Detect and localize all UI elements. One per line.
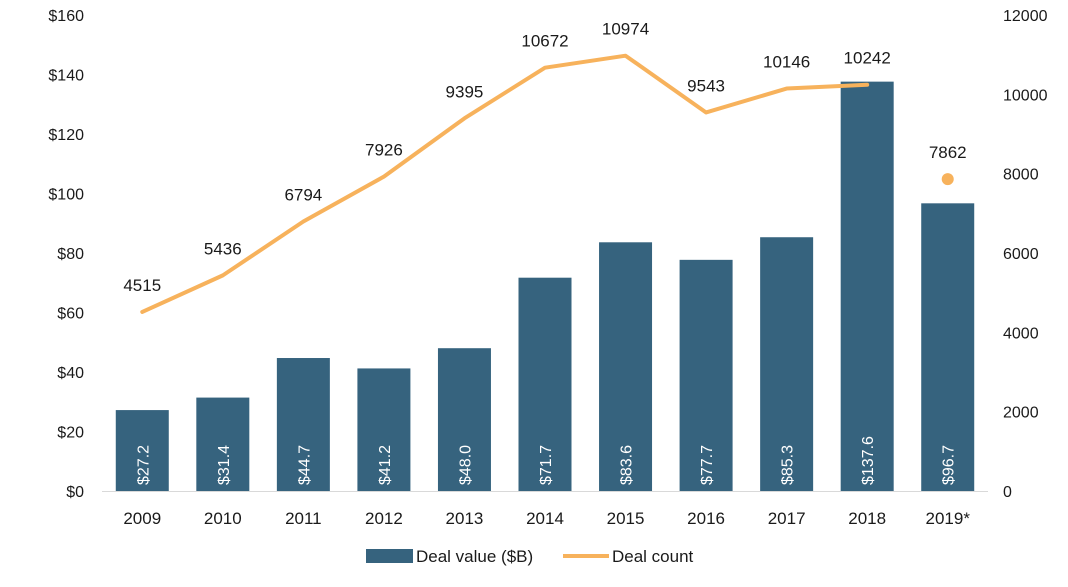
x-axis: 2009 2010 2011 2012 2013 2014 2015 2016 2017 2018… xyxy=(123,509,970,528)
deal-count-data-label: 7862 xyxy=(929,143,967,162)
deal-count-data-label: 9543 xyxy=(687,76,725,95)
x-tick-label: 2013 xyxy=(446,509,484,528)
x-tick-label: 2010 xyxy=(204,509,242,528)
deal-value-bar-label: $85.3 xyxy=(780,445,797,485)
right-y-tick-label: 4000 xyxy=(1003,325,1039,342)
x-tick-label: 2014 xyxy=(526,509,564,528)
deal-value-bar xyxy=(921,203,975,491)
deal-value-bar xyxy=(679,259,733,491)
left-y-tick-label: $100 xyxy=(48,187,84,204)
right-y-tick-label: 12000 xyxy=(1003,8,1048,25)
deal-value-bar-label: $96.7 xyxy=(941,445,958,485)
deal-value-bar xyxy=(760,237,814,491)
deal-value-bar-label: $137.6 xyxy=(860,436,877,485)
right-y-tick-label: 8000 xyxy=(1003,167,1039,184)
right-y-tick-label: 6000 xyxy=(1003,246,1039,263)
legend-label-deal-value: Deal value ($B) xyxy=(416,547,533,566)
left-y-tick-label: $160 xyxy=(48,8,84,25)
deal-count-line xyxy=(140,53,870,314)
deal-value-bar-label: $31.4 xyxy=(216,445,233,485)
left-y-tick-label: $60 xyxy=(57,306,84,323)
x-tick-label: 2017 xyxy=(768,509,806,528)
deal-value-bar xyxy=(196,397,250,491)
deal-value-bar-label: $83.6 xyxy=(619,445,636,485)
deal-value-bar-label: $48.0 xyxy=(457,445,474,485)
deal-count-line-layer xyxy=(140,53,954,314)
deal-value-bars xyxy=(115,81,975,491)
deal-count-data-label: 6794 xyxy=(284,186,322,205)
left-y-axis: $0 $20 $40 $60 $80 $100 $120 $140 $160 xyxy=(48,8,84,501)
left-y-tick-label: $80 xyxy=(57,246,84,263)
deal-count-data-label: 10974 xyxy=(602,20,649,39)
deal-value-bar-label: $44.7 xyxy=(296,445,313,485)
deal-count-labels: 4515 5436 6794 7926 9395 10672 10974 9543 10146 1… xyxy=(123,20,966,295)
deal-value-bar-label: $41.2 xyxy=(377,445,394,485)
deal-count-data-label: 9395 xyxy=(446,82,484,101)
legend: Deal value ($B) Deal count xyxy=(366,547,694,566)
x-tick-label: 2012 xyxy=(365,509,403,528)
deal-count-data-label: 5436 xyxy=(204,239,242,258)
legend-swatch-deal-value xyxy=(366,549,413,563)
x-tick-label: 2018 xyxy=(848,509,886,528)
right-y-tick-label: 10000 xyxy=(1003,87,1048,104)
deal-value-bar xyxy=(840,81,894,491)
left-y-tick-label: $140 xyxy=(48,68,84,85)
left-y-tick-label: $0 xyxy=(66,484,84,501)
deal-value-bar-label: $27.2 xyxy=(135,445,152,485)
deal-count-data-label: 4515 xyxy=(123,276,161,295)
left-y-tick-label: $20 xyxy=(57,425,84,442)
x-tick-label: 2015 xyxy=(607,509,645,528)
deal-value-labels: $27.2 $31.4 $44.7 $41.2 $48.0 $71.7 $83.6 $77.7… xyxy=(135,436,957,485)
deal-count-point xyxy=(941,173,954,186)
deal-value-bar-label: $77.7 xyxy=(699,445,716,485)
right-y-tick-label: 2000 xyxy=(1003,405,1039,422)
deal-value-bar xyxy=(357,368,411,491)
deal-count-data-label: 7926 xyxy=(365,141,403,160)
x-tick-label: 2019* xyxy=(926,509,971,528)
x-tick-label: 2009 xyxy=(123,509,161,528)
left-y-tick-label: $120 xyxy=(48,127,84,144)
right-y-axis: 0 2000 4000 6000 8000 10000 12000 xyxy=(1003,8,1048,501)
deal-value-bar xyxy=(599,242,653,491)
x-tick-label: 2011 xyxy=(285,509,322,528)
deal-count-data-label: 10146 xyxy=(763,53,810,72)
deal-value-bar-label: $71.7 xyxy=(538,445,555,485)
right-y-tick-label: 0 xyxy=(1003,484,1012,501)
legend-label-deal-count: Deal count xyxy=(612,547,694,566)
deal-value-bar xyxy=(115,410,169,491)
deal-value-bar xyxy=(518,277,572,491)
left-y-tick-label: $40 xyxy=(57,365,84,382)
deal-count-data-label: 10672 xyxy=(521,32,568,51)
deal-value-bar xyxy=(437,348,491,491)
deal-value-bar xyxy=(276,358,330,491)
x-tick-label: 2016 xyxy=(687,509,725,528)
deal-count-data-label: 10242 xyxy=(844,49,891,68)
